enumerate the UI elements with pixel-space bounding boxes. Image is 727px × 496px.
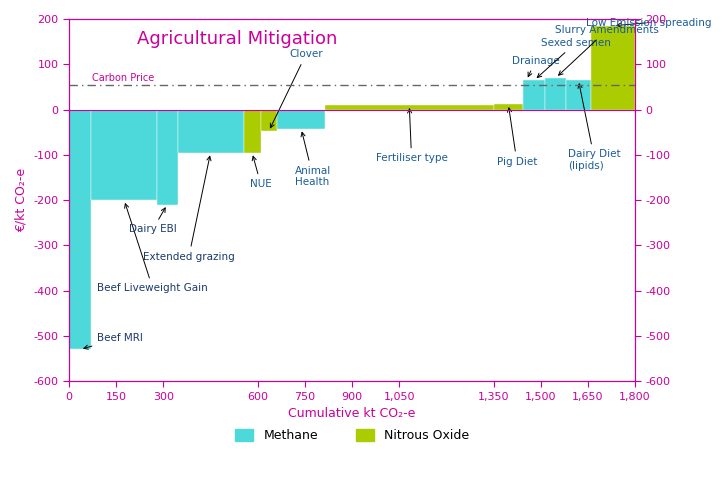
Text: Dairy EBI: Dairy EBI — [129, 208, 177, 235]
Bar — [566, 80, 591, 110]
Bar — [69, 110, 91, 349]
Legend: Methane, Nitrous Oxide: Methane, Nitrous Oxide — [230, 424, 475, 447]
X-axis label: Cumulative kt CO₂-e: Cumulative kt CO₂-e — [289, 407, 416, 420]
Text: Sexed semen: Sexed semen — [537, 38, 611, 77]
Bar — [261, 110, 276, 131]
Text: Extended grazing: Extended grazing — [143, 156, 235, 261]
Text: Agricultural Mitigation: Agricultural Mitigation — [137, 30, 337, 48]
Text: Slurry Amendments: Slurry Amendments — [555, 25, 659, 75]
Bar — [276, 110, 326, 128]
Bar — [591, 26, 635, 110]
Text: Animal
Health: Animal Health — [295, 132, 331, 187]
Bar — [244, 110, 261, 153]
Bar — [157, 110, 177, 204]
Text: NUE: NUE — [250, 156, 272, 189]
Text: Pig Diet: Pig Diet — [497, 108, 537, 167]
Text: Dairy Diet
(lipids): Dairy Diet (lipids) — [569, 84, 621, 171]
Bar — [326, 105, 494, 110]
Text: Drainage: Drainage — [512, 56, 560, 76]
Text: Carbon Price: Carbon Price — [92, 73, 154, 83]
Text: Clover: Clover — [270, 49, 323, 128]
Text: Beef Liveweight Gain: Beef Liveweight Gain — [97, 204, 208, 293]
Bar — [494, 104, 523, 110]
Text: Fertiliser type: Fertiliser type — [376, 109, 448, 163]
Y-axis label: €/kt CO₂-e: €/kt CO₂-e — [15, 168, 28, 232]
Text: Beef MRI: Beef MRI — [84, 333, 143, 349]
Text: Low Emission spreading: Low Emission spreading — [586, 18, 712, 28]
Bar — [523, 80, 545, 110]
Bar — [177, 110, 244, 153]
Bar — [545, 78, 566, 110]
Bar — [91, 110, 157, 200]
